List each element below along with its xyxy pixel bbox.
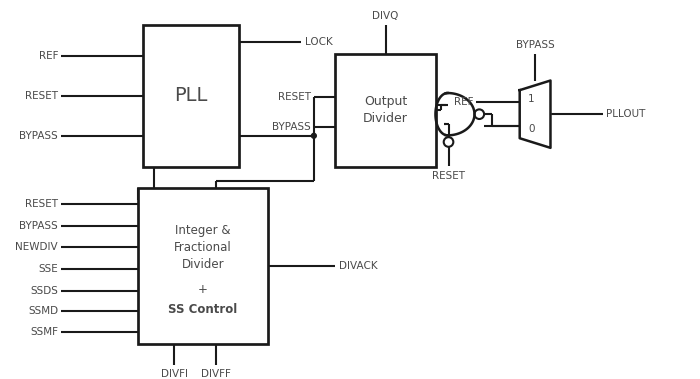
Text: RESET: RESET bbox=[25, 199, 58, 209]
Text: DIVACK: DIVACK bbox=[339, 261, 377, 271]
Bar bbox=[138, 188, 267, 344]
Circle shape bbox=[312, 133, 316, 138]
Text: DIVFF: DIVFF bbox=[201, 369, 231, 379]
Text: DIVFI: DIVFI bbox=[161, 369, 188, 379]
Text: SS Control: SS Control bbox=[168, 303, 237, 316]
Text: REF: REF bbox=[454, 97, 473, 107]
Text: LOCK: LOCK bbox=[305, 37, 333, 47]
Bar bbox=[143, 25, 239, 167]
Text: BYPASS: BYPASS bbox=[20, 131, 58, 141]
Text: REF: REF bbox=[38, 51, 58, 61]
Text: PLL: PLL bbox=[174, 86, 207, 105]
Text: BYPASS: BYPASS bbox=[20, 221, 58, 231]
Text: SSMD: SSMD bbox=[28, 306, 58, 316]
Text: PLLOUT: PLLOUT bbox=[606, 109, 645, 119]
Text: NEWDIV: NEWDIV bbox=[15, 243, 58, 252]
Text: Output
Divider: Output Divider bbox=[363, 96, 408, 125]
Text: SSE: SSE bbox=[38, 264, 58, 274]
Text: RESET: RESET bbox=[25, 91, 58, 101]
Text: SSMF: SSMF bbox=[30, 327, 58, 337]
Text: DIVQ: DIVQ bbox=[372, 11, 399, 21]
Text: BYPASS: BYPASS bbox=[272, 122, 311, 132]
Text: 1: 1 bbox=[528, 94, 535, 104]
Bar bbox=[335, 53, 436, 167]
Polygon shape bbox=[519, 80, 550, 148]
Text: 0: 0 bbox=[528, 124, 535, 134]
Text: RESET: RESET bbox=[278, 92, 311, 102]
Text: BYPASS: BYPASS bbox=[516, 40, 554, 50]
Text: +: + bbox=[198, 283, 208, 296]
Text: Integer &
Fractional
Divider: Integer & Fractional Divider bbox=[174, 224, 232, 271]
Text: RESET: RESET bbox=[432, 171, 465, 181]
Text: SSDS: SSDS bbox=[30, 286, 58, 296]
